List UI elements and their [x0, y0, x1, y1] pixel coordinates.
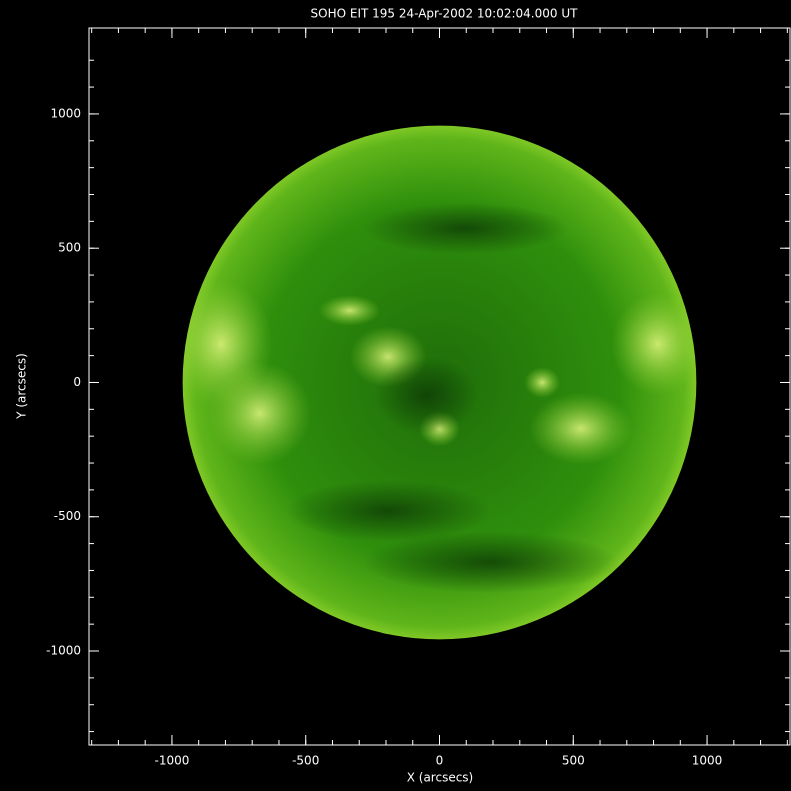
- x-tick-label: 0: [436, 754, 444, 768]
- y-tick-label: 1000: [50, 106, 81, 120]
- x-axis-label: X (arcsecs): [407, 771, 474, 785]
- chart-title: SOHO EIT 195 24-Apr-2002 10:02:04.000 UT: [311, 7, 579, 21]
- y-tick-label: -500: [54, 509, 81, 523]
- x-tick-label: -500: [292, 754, 319, 768]
- x-tick-label: 1000: [692, 754, 723, 768]
- y-axis-label: Y (arcsecs): [15, 353, 29, 420]
- disk-texture: [182, 202, 697, 594]
- y-tick-label: 500: [58, 241, 81, 255]
- y-tick-label: 0: [73, 375, 81, 389]
- x-tick-label: 500: [562, 754, 585, 768]
- y-tick-label: -1000: [46, 644, 81, 658]
- x-tick-label: -1000: [155, 754, 190, 768]
